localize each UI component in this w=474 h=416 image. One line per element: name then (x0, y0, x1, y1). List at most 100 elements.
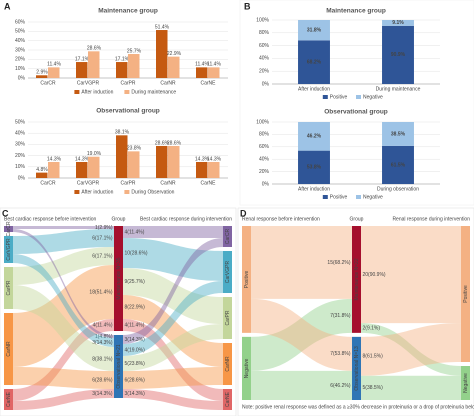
column-title: Best cardiac response before interventio… (4, 216, 96, 222)
value-label: 19.0% (87, 151, 102, 157)
x-tick-label: CarPR (120, 80, 135, 86)
sankey-node (223, 297, 232, 339)
legend-label: After induction (81, 189, 113, 195)
column-title: Group (112, 216, 126, 222)
value-label: 4.8% (36, 167, 48, 173)
value-label: 51.4% (155, 24, 170, 30)
link-label: 8(38.1%) (92, 356, 113, 362)
x-tick-label: CarPR (120, 180, 135, 186)
flow-link (13, 265, 114, 367)
bar (128, 151, 140, 178)
y-tick-label: 40% (15, 38, 26, 44)
y-tick-label: 40% (15, 131, 26, 137)
legend-swatch (356, 95, 361, 99)
node-label: CarPR (225, 310, 231, 325)
legend-swatch (356, 195, 361, 199)
bar (88, 156, 100, 178)
x-tick-label: CarCR (40, 80, 56, 86)
flow-link (123, 238, 223, 344)
value-label: 61.5% (391, 162, 406, 168)
bar (36, 172, 48, 178)
sankey-node (223, 343, 232, 385)
flow-link (13, 389, 114, 410)
sankey-node (4, 313, 13, 385)
y-tick-label: 30% (15, 47, 26, 53)
flow-link (13, 285, 114, 371)
node-label: CarNR (6, 341, 12, 357)
flow-link (361, 323, 461, 376)
footnote: Note: positive renal response was define… (242, 404, 474, 410)
node-label: Observational N=21 (116, 344, 122, 389)
y-tick-label: 40% (259, 56, 270, 62)
link-label: 5(23.8%) (125, 361, 146, 367)
bar (116, 135, 128, 178)
value-label: 23.8% (127, 146, 142, 152)
flow-link (13, 229, 114, 338)
panel-letter: D (240, 208, 247, 218)
sankey-node (223, 226, 232, 247)
node-label: CarVGPR (225, 261, 231, 284)
flow-link (13, 254, 114, 347)
x-tick-label: CarNE (200, 80, 216, 86)
flow-link (13, 319, 114, 401)
legend-swatch (124, 90, 130, 94)
y-tick-label: 10% (15, 164, 26, 170)
value-label: 11.4% (47, 62, 61, 68)
panel-letter: A (4, 1, 11, 11)
sankey-node (223, 251, 232, 293)
legend-swatch (74, 190, 80, 194)
bar (48, 161, 60, 178)
flow-link (123, 268, 223, 324)
panel-letter: B (244, 1, 251, 11)
bar-segment (298, 122, 330, 151)
value-label: 68.2% (307, 60, 322, 66)
chart-title: Maintenance group (326, 8, 386, 15)
y-tick-label: 0% (18, 175, 26, 181)
legend-swatch (124, 190, 130, 194)
link-label: 6(28.6%) (92, 377, 113, 383)
y-tick-label: 20% (15, 57, 26, 63)
bar-segment (382, 122, 414, 146)
y-tick-label: 30% (15, 142, 26, 148)
y-tick-label: 40% (259, 157, 270, 163)
value-label: 38.5% (391, 131, 406, 137)
legend-swatch (322, 195, 328, 199)
node-label: CarNE (225, 391, 231, 407)
value-label: 14.3% (75, 156, 90, 162)
flow-link (361, 323, 461, 376)
bar (156, 30, 168, 79)
column-title: Best cardiac response during interventio… (140, 216, 232, 222)
y-tick-label: 20% (15, 153, 26, 159)
y-tick-label: 0% (262, 81, 270, 87)
flow-link (13, 229, 114, 254)
link-label: 1(2.9%) (95, 225, 113, 231)
x-tick-label: After induction (298, 186, 330, 192)
value-label: 14.3% (47, 156, 62, 162)
flow-link (13, 226, 114, 229)
sankey-node (114, 226, 123, 331)
node-label: CarCR (6, 221, 12, 237)
sankey-node (352, 336, 361, 400)
sankey-node (242, 226, 251, 333)
value-label: 14.3% (195, 156, 210, 162)
value-label: 28.6% (155, 140, 170, 146)
flow-link (251, 370, 352, 400)
legend-label: Positive (330, 94, 348, 100)
bar-segment (298, 40, 330, 84)
flow-link (251, 298, 352, 371)
node-label: CarNR (225, 356, 231, 372)
bar (36, 75, 48, 78)
flow-link (123, 295, 223, 367)
bar (88, 51, 100, 78)
x-tick-label: After induction (298, 86, 330, 92)
flow-link (123, 281, 223, 356)
x-tick-label: CarVGPR (77, 80, 100, 86)
link-label: 3(14.3%) (92, 391, 113, 397)
link-label: 2(9.1%) (363, 325, 381, 331)
value-label: 2.9% (36, 70, 48, 76)
sankey-node (4, 226, 13, 232)
panel-letter: C (2, 208, 9, 218)
value-label: 22.9% (167, 51, 182, 57)
link-label: 6(28.6%) (125, 377, 146, 383)
